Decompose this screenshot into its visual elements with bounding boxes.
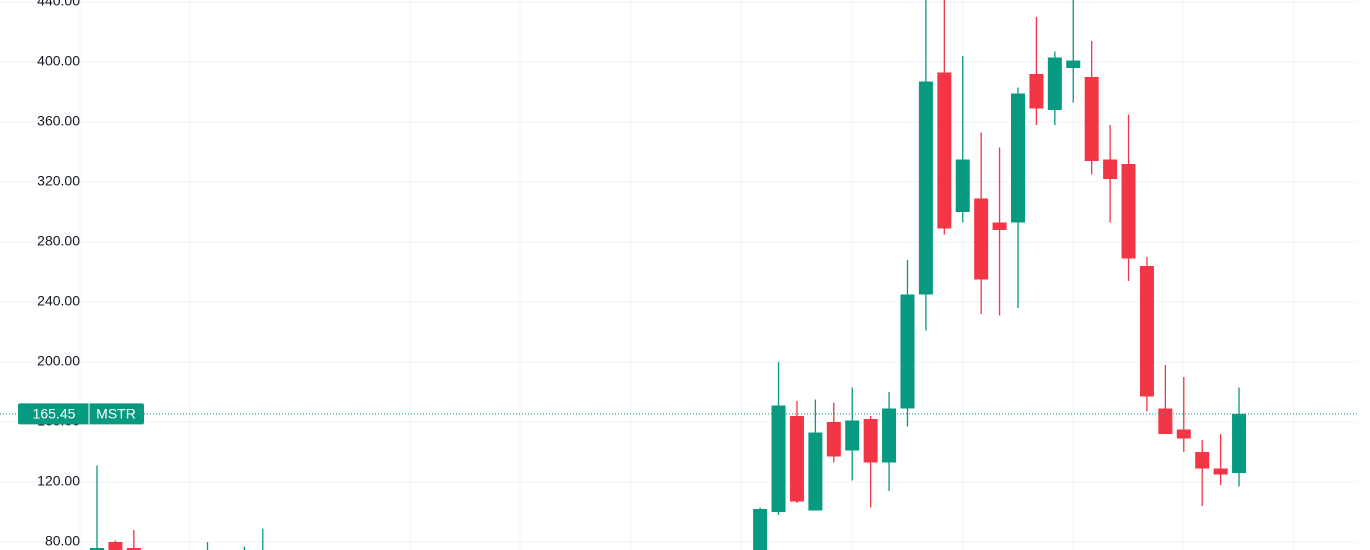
y-tick-label: 280.00 [37,233,80,249]
candle-body [1139,265,1154,397]
candle-body [992,222,1007,230]
y-tick-label: 360.00 [37,113,80,129]
candle-body [1195,452,1210,469]
candle-body [808,432,823,511]
candle-body [108,542,123,550]
y-tick-label: 320.00 [37,173,80,189]
candle-body [753,509,768,550]
y-tick-label: 400.00 [37,53,80,69]
candle-body [1213,468,1228,475]
candle-body [1011,93,1025,223]
candle-body [771,405,786,513]
candle-body [1047,57,1062,110]
y-tick-label: 80.00 [45,533,80,549]
time-grid [79,0,1295,550]
candle-body [863,419,878,463]
candle-body [900,294,915,409]
candle-body [845,420,860,451]
candle-body [955,159,970,212]
candle-body [90,548,104,550]
candle-body [789,416,804,502]
candle-body [937,72,952,229]
candle-body [1158,408,1173,435]
candle-body [882,408,897,463]
candle-body [1121,163,1136,259]
candle-body [1029,73,1044,109]
y-tick-label: 120.00 [37,473,80,489]
price-tag-symbol: MSTR [96,406,136,422]
candle-body [1066,60,1081,68]
candle-body [1232,413,1247,474]
price-tag [18,403,144,425]
y-tick-label: 200.00 [37,353,80,369]
candle-body [126,548,141,550]
candle-body [1176,429,1191,439]
candle-body [826,422,841,457]
candle-body [974,198,989,280]
candle-body [1084,76,1099,161]
candle-body [1103,159,1118,179]
y-tick-label: 440.00 [37,0,80,9]
candle-body [918,81,933,295]
y-tick-label: 240.00 [37,293,80,309]
price-tag-value: 165.45 [33,406,76,422]
